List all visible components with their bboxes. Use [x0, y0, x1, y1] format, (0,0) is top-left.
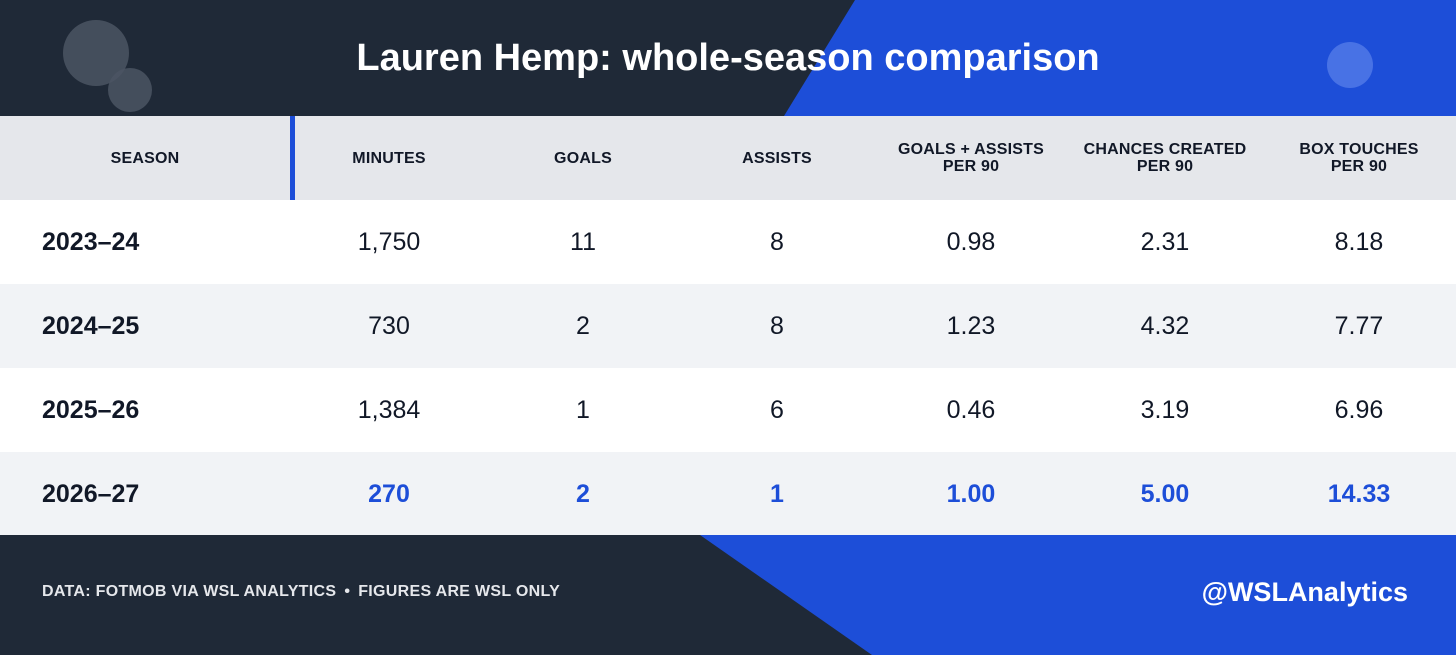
column-header-box-touches-per90: BOX TOUCHES PER 90: [1299, 141, 1419, 175]
minutes-cell: 730: [368, 312, 410, 340]
table-row-highlighted: 2026–27 270 2 1 1.00 5.00 14.33: [0, 452, 1456, 535]
assists-cell: 8: [770, 228, 784, 256]
column-header-goals-assists-per90: GOALS + ASSISTS PER 90: [898, 141, 1044, 175]
header-divider: [290, 116, 295, 200]
season-cell: 2026–27: [42, 480, 140, 508]
minutes-cell: 1,750: [357, 228, 421, 256]
box-touches-per90-cell: 6.96: [1334, 396, 1384, 424]
page-title: Lauren Hemp: whole-season comparison: [356, 37, 1100, 79]
column-header-minutes: MINUTES: [352, 149, 426, 167]
season-cell: 2025–26: [42, 396, 140, 424]
column-header-assists: ASSISTS: [742, 149, 812, 167]
box-touches-per90-cell: 14.33: [1327, 480, 1391, 508]
source-note: DATA: FOTMOB VIA WSL ANALYTICS • FIGURES A…: [42, 583, 560, 601]
source-text: DATA: FOTMOB VIA WSL ANALYTICS: [42, 583, 337, 600]
box-touches-per90-cell: 8.18: [1334, 228, 1384, 256]
season-comparison-table: SEASON MINUTES GOALS ASSISTS GOALS + ASS…: [0, 116, 1456, 535]
goals-assists-per90-cell: 0.46: [946, 396, 996, 424]
column-header-goals: GOALS: [554, 149, 612, 167]
goals-assists-per90-cell: 1.23: [946, 312, 996, 340]
assists-cell: 1: [770, 480, 784, 508]
chances-created-per90-cell: 4.32: [1140, 312, 1190, 340]
chances-created-per90-cell: 5.00: [1140, 480, 1190, 508]
header-banner: Lauren Hemp: whole-season comparison: [0, 0, 1456, 116]
goals-cell: 2: [576, 312, 590, 340]
goals-cell: 11: [570, 228, 596, 256]
goals-cell: 2: [576, 480, 590, 508]
table-row: 2023–24 1,750 11 8 0.98 2.31 8.18: [0, 200, 1456, 284]
social-handle: @WSLAnalytics: [1201, 577, 1408, 607]
minutes-cell: 1,384: [357, 396, 421, 424]
table-row: 2024–25 730 2 8 1.23 4.32 7.77: [0, 284, 1456, 368]
footer-banner: DATA: FOTMOB VIA WSL ANALYTICS • FIGURES A…: [0, 535, 1456, 655]
assists-cell: 8: [770, 312, 784, 340]
chances-created-per90-cell: 3.19: [1140, 396, 1190, 424]
chances-created-per90-cell: 2.31: [1140, 228, 1190, 256]
decorative-circle: [108, 68, 152, 112]
column-header-season: SEASON: [110, 149, 180, 167]
goals-assists-per90-cell: 0.98: [946, 228, 996, 256]
table-header-row: SEASON MINUTES GOALS ASSISTS GOALS + ASS…: [0, 116, 1456, 200]
table-row: 2025–26 1,384 1 6 0.46 3.19 6.96: [0, 368, 1456, 452]
box-touches-per90-cell: 7.77: [1334, 312, 1384, 340]
goals-cell: 1: [576, 396, 590, 424]
decorative-circle: [1327, 42, 1373, 88]
column-header-chances-created-per90: CHANCES CREATED PER 90: [1083, 141, 1247, 175]
separator-bullet: •: [344, 583, 351, 600]
season-cell: 2024–25: [42, 312, 140, 340]
goals-assists-per90-cell: 1.00: [946, 480, 996, 508]
minutes-cell: 270: [368, 480, 410, 508]
season-cell: 2023–24: [42, 228, 140, 256]
scope-text: FIGURES ARE WSL ONLY: [358, 583, 561, 600]
assists-cell: 6: [770, 396, 784, 424]
